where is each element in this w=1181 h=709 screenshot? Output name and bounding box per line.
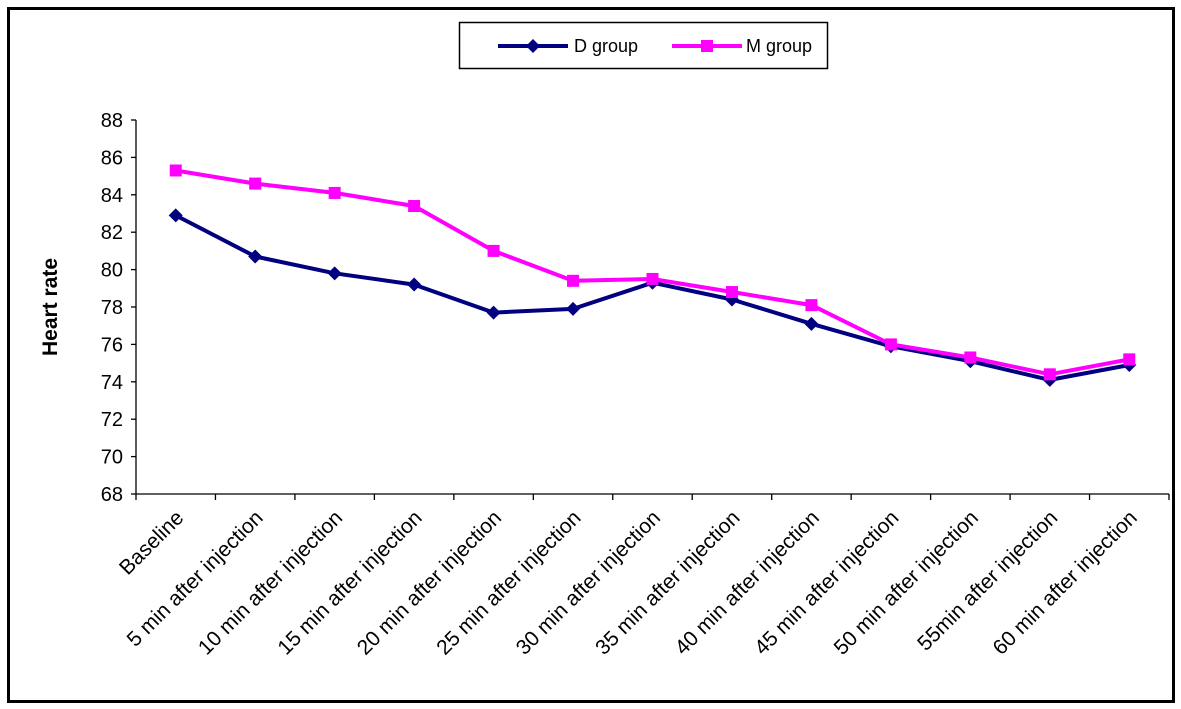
data-point-m-group-12 — [1123, 353, 1136, 366]
legend-label-m-group: M group — [746, 36, 812, 56]
y-tick-label-88: 88 — [101, 110, 123, 132]
y-tick-label-70: 70 — [101, 447, 123, 469]
data-point-m-group-5 — [567, 274, 580, 287]
y-axis-ticks: 68 70 72 74 76 78 80 82 84 86 88 — [101, 110, 136, 506]
data-point-m-group-1 — [249, 177, 262, 190]
data-point-m-group-11 — [1043, 368, 1056, 381]
diamond-marker-icon — [526, 39, 540, 53]
data-point-d-group-3 — [407, 277, 422, 292]
series-m-group — [169, 164, 1136, 381]
legend-label-d-group: D group — [574, 36, 638, 56]
y-tick-label-76: 76 — [101, 334, 123, 356]
y-axis-title: Heart rate — [39, 258, 62, 356]
data-point-d-group-8 — [804, 316, 819, 331]
legend-item-m-group: M group — [672, 36, 812, 56]
y-tick-label-84: 84 — [101, 185, 123, 207]
data-point-m-group-0 — [169, 164, 182, 177]
data-point-m-group-2 — [328, 186, 341, 199]
data-point-d-group-5 — [566, 301, 581, 316]
data-point-m-group-3 — [408, 200, 421, 213]
data-point-m-group-7 — [725, 286, 738, 299]
y-tick-label-86: 86 — [101, 147, 123, 169]
data-point-m-group-8 — [805, 299, 818, 312]
data-point-m-group-9 — [884, 338, 897, 351]
y-tick-label-78: 78 — [101, 297, 123, 319]
data-point-d-group-4 — [486, 305, 501, 320]
data-point-m-group-10 — [964, 351, 977, 364]
legend-item-d-group: D group — [498, 36, 638, 56]
square-marker-icon — [701, 40, 713, 52]
data-point-d-group-2 — [327, 266, 342, 281]
y-tick-label-82: 82 — [101, 222, 123, 244]
data-point-m-group-6 — [646, 272, 659, 285]
chart-border — [7, 7, 1175, 703]
plot-series — [168, 164, 1137, 387]
data-point-d-group-0 — [168, 208, 183, 223]
y-tick-label-80: 80 — [101, 260, 123, 282]
y-tick-label-74: 74 — [101, 372, 123, 394]
y-tick-label-72: 72 — [101, 409, 123, 431]
data-point-d-group-1 — [248, 249, 263, 264]
legend: D group M group — [458, 21, 829, 70]
data-point-m-group-4 — [487, 244, 500, 257]
y-tick-label-68: 68 — [101, 484, 123, 506]
